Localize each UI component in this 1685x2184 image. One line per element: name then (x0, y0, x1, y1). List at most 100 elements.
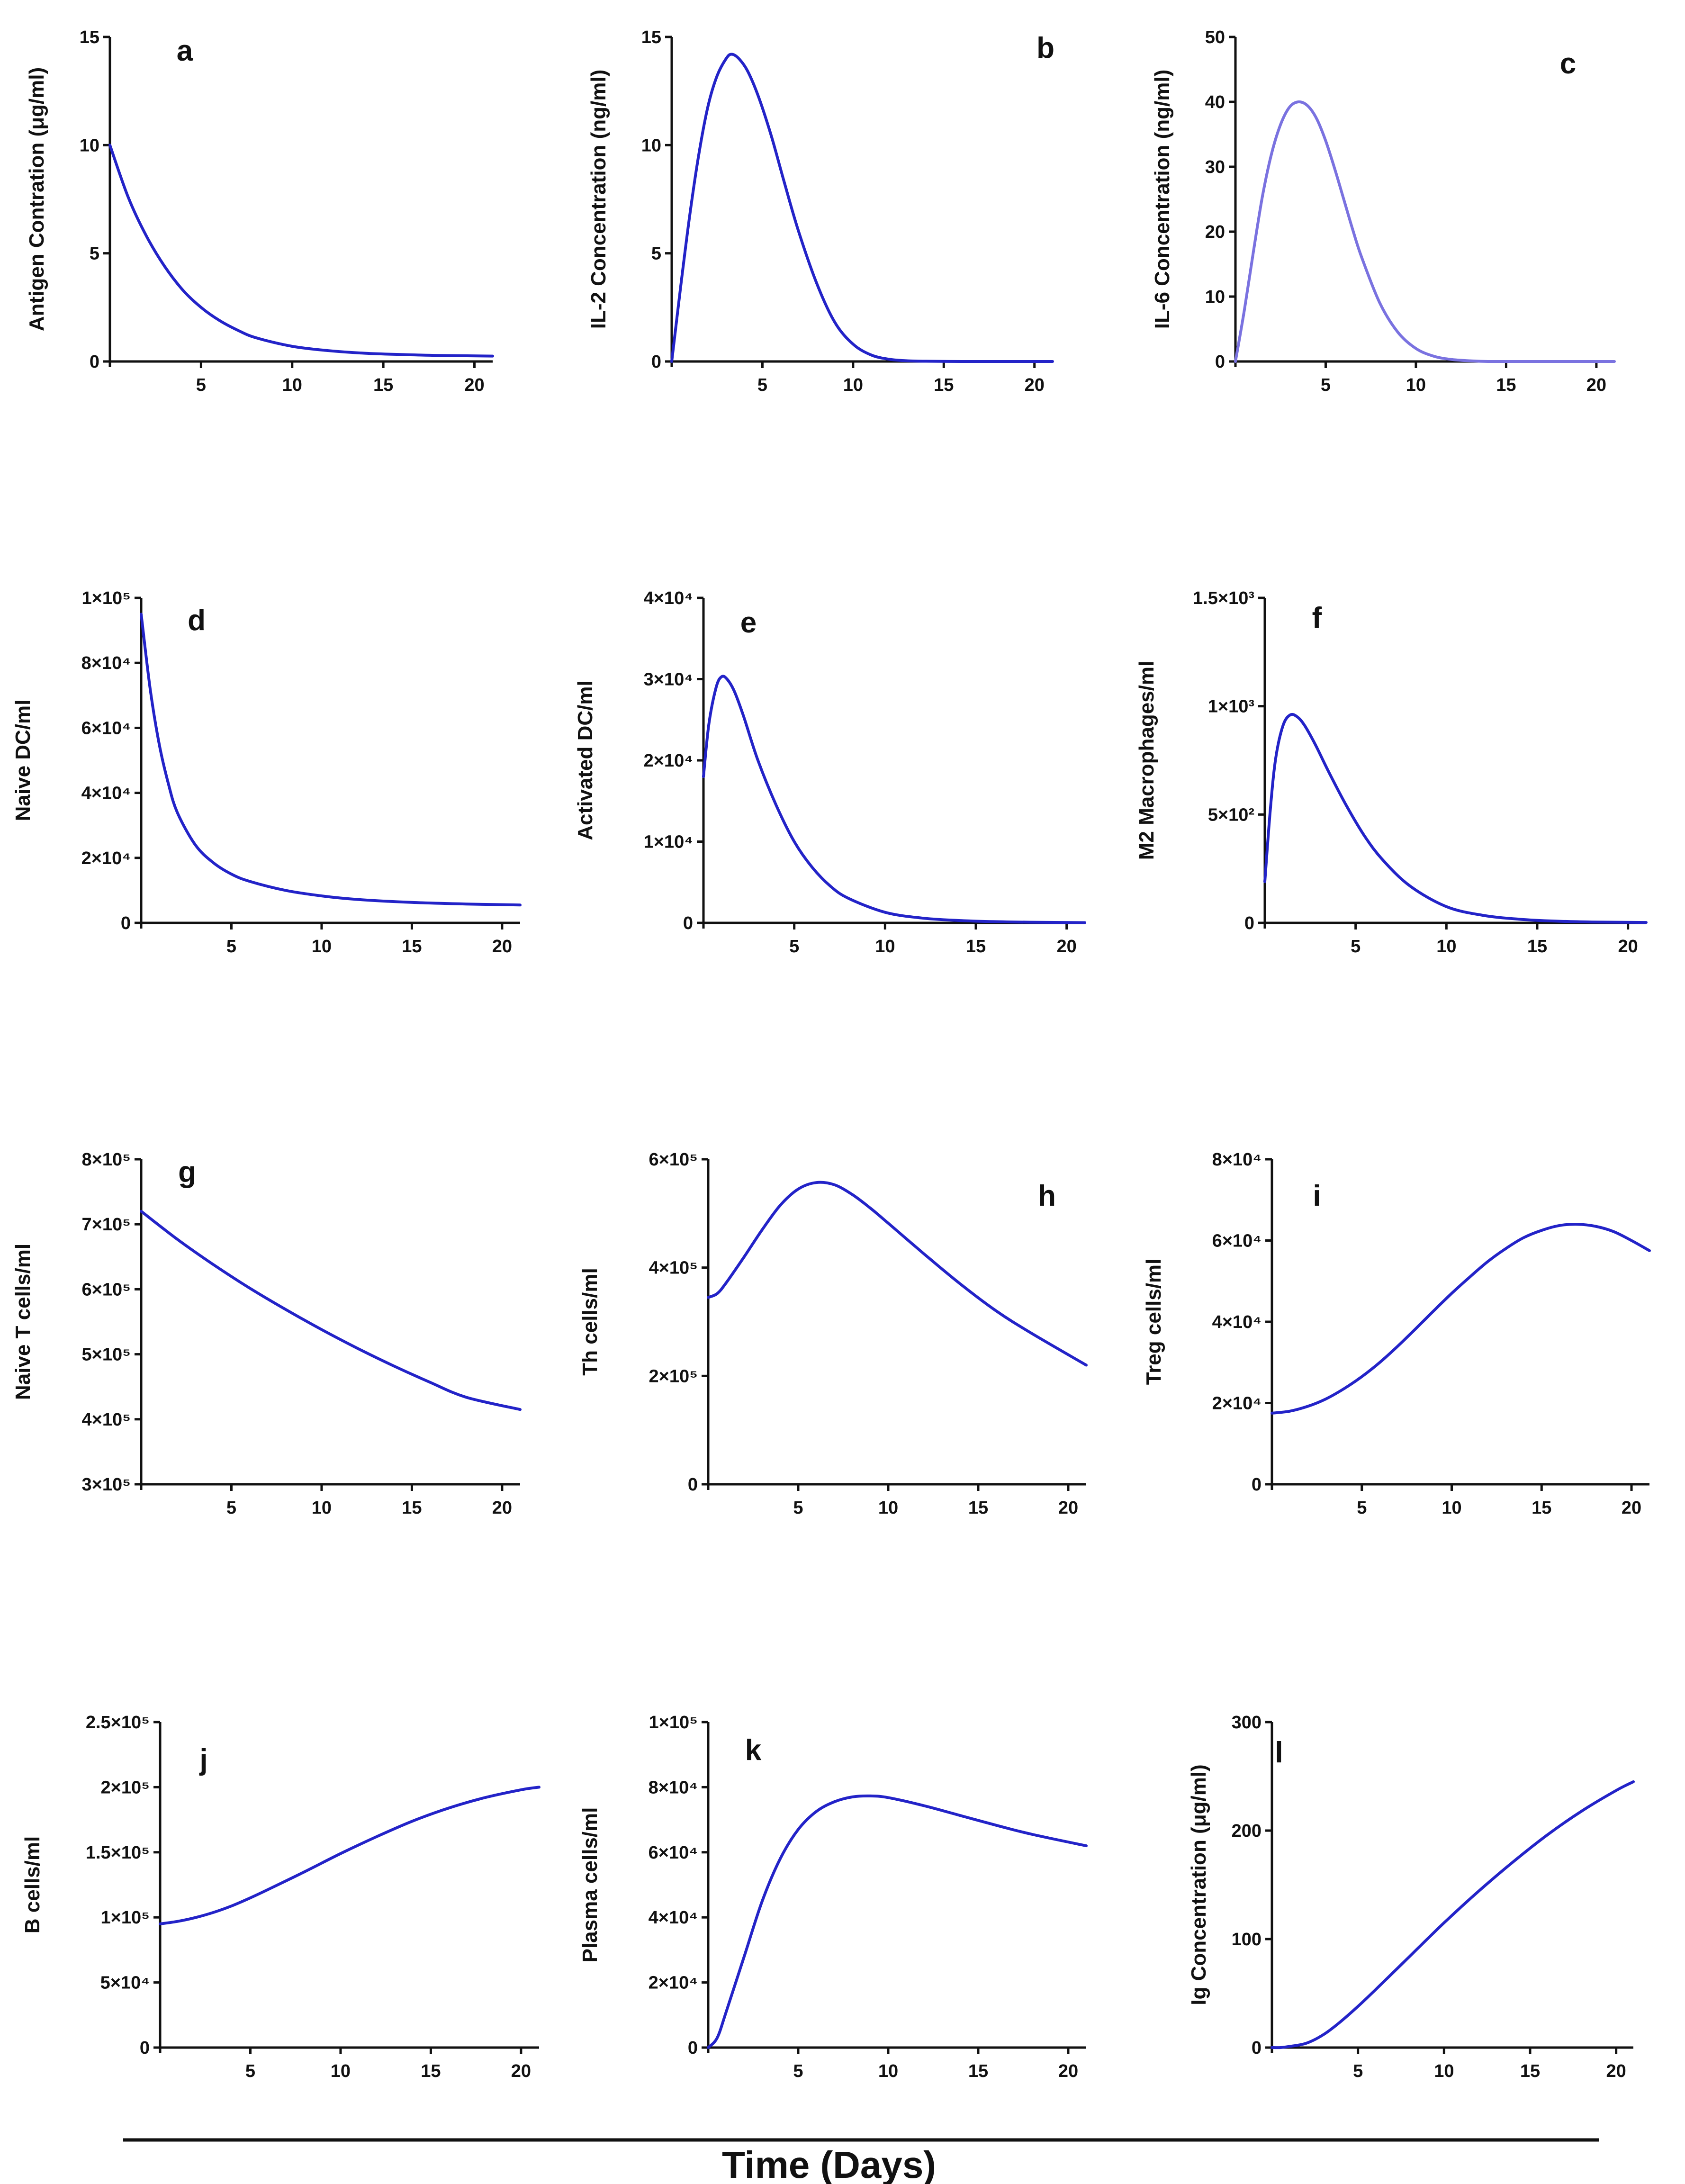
x-tick-label: 20 (1025, 375, 1045, 395)
series-line-g (140, 1209, 522, 1411)
y-tick-label: 6×10⁵ (649, 1150, 698, 1170)
y-axis-label-l: Ig Concentration (μg/ml) (1187, 1764, 1210, 2005)
y-tick-label: 40 (1205, 92, 1225, 112)
chart-panel-k: 0 2×10⁴ 4×10⁴ 6×10⁴ 8×10⁴ 1×10⁵ 5 10 15 20 Plasma … (578, 1713, 1088, 2081)
y-axis-label-h: Th cells/ml (578, 1268, 602, 1375)
y-tick-label: 4×10⁴ (649, 1908, 698, 1928)
x-tick-label: 10 (878, 1498, 898, 1518)
x-tick-label: 10 (1434, 2061, 1454, 2081)
x-tick-label: 20 (1606, 2061, 1626, 2081)
y-tick-label: 0 (90, 352, 99, 372)
panel-label-d: d (188, 604, 206, 637)
y-tick-label: 1.5×10⁵ (86, 1843, 150, 1863)
x-tick-label: 20 (464, 375, 484, 395)
y-tick-label: 0 (121, 913, 131, 933)
y-axis-label-f: M2 Macrophages/ml (1135, 661, 1158, 860)
x-tick-label: 20 (1057, 937, 1077, 957)
y-tick-label: 0 (651, 352, 661, 372)
x-tick-label: 10 (312, 937, 332, 957)
y-tick-label: 8×10⁴ (1212, 1150, 1261, 1170)
y-tick-label: 0 (1215, 352, 1225, 372)
y-tick-label: 2×10⁴ (1212, 1394, 1261, 1414)
chart-panel-c: 0 10 20 30 40 50 5 10 15 20 IL-6 Concentration (ng… (1151, 27, 1616, 395)
y-axis-label-g: Naive T cells/ml (11, 1244, 35, 1400)
panel-label-a: a (177, 35, 193, 67)
y-tick-label: 2×10⁴ (81, 848, 131, 868)
panel-label-j: j (199, 1743, 207, 1776)
x-tick-label: 5 (196, 375, 206, 395)
chart-panel-j: 0 5×10⁴ 1×10⁵ 1.5×10⁵ 2×10⁵ 2.5×10⁵ 5 10 15 20 B c… (21, 1713, 541, 2081)
series-line-b (670, 53, 1054, 363)
chart-panel-i: 0 2×10⁴ 4×10⁴ 6×10⁴ 8×10⁴ 5 10 15 20 Treg cells/m… (1142, 1150, 1651, 1518)
y-tick-label: 2×10⁴ (649, 1973, 698, 1993)
x-tick-label: 5 (1321, 375, 1331, 395)
y-tick-label: 5 (90, 244, 99, 264)
y-axis-label-a: Antigen Contration (μg/ml) (25, 67, 48, 331)
x-tick-label: 10 (1406, 375, 1426, 395)
y-tick-label: 30 (1205, 157, 1225, 177)
y-tick-label: 5×10² (1208, 805, 1254, 825)
x-tick-label: 5 (789, 937, 799, 957)
y-tick-label: 0 (140, 2038, 150, 2058)
x-tick-label: 15 (402, 1498, 422, 1518)
panel-label-l: l (1275, 1736, 1283, 1769)
x-tick-label: 15 (1532, 1498, 1551, 1518)
series-line-d (140, 613, 522, 907)
panel-label-b: b (1036, 32, 1054, 64)
x-tick-label: 20 (1622, 1498, 1641, 1518)
y-tick-label: 5×10⁴ (100, 1973, 150, 1993)
chart-panel-d: 0 2×10⁴ 4×10⁴ 6×10⁴ 8×10⁴ 1×10⁵ 5 10 15 20 Naive D… (11, 588, 522, 957)
y-tick-label: 1.5×10³ (1193, 588, 1254, 608)
series-line-c (1234, 100, 1616, 363)
y-tick-label: 1×10³ (1208, 697, 1254, 717)
series-line-e (702, 675, 1086, 924)
x-tick-label: 10 (1442, 1498, 1461, 1518)
chart-panel-l: 0 100 200 300 5 10 15 20 Ig Concentration (μg/ml… (1187, 1713, 1635, 2081)
y-tick-label: 8×10⁴ (81, 653, 131, 673)
y-tick-label: 0 (683, 913, 693, 933)
x-tick-label: 15 (934, 375, 954, 395)
x-tick-label: 20 (1058, 1498, 1078, 1518)
x-tick-label: 20 (1618, 937, 1638, 957)
x-tick-label: 20 (1586, 375, 1606, 395)
y-tick-label: 10 (641, 135, 661, 155)
y-tick-label: 1×10⁴ (644, 832, 693, 852)
y-tick-label: 3×10⁵ (82, 1475, 131, 1495)
y-axis-label-d: Naive DC/ml (11, 700, 35, 821)
series-line-h (707, 1181, 1088, 1367)
x-tick-label: 10 (331, 2061, 351, 2081)
panel-label-k: k (745, 1734, 762, 1767)
y-tick-label: 0 (1244, 913, 1254, 933)
y-tick-label: 200 (1232, 1821, 1261, 1841)
x-tick-label: 10 (875, 937, 895, 957)
x-tick-label: 20 (492, 937, 512, 957)
panel-label-c: c (1560, 47, 1576, 80)
x-tick-label: 20 (1058, 2061, 1078, 2081)
y-axis-label-e: Activated DC/ml (574, 680, 597, 840)
x-axis-title: Time (Days) (722, 2144, 936, 2184)
x-tick-label: 15 (1520, 2061, 1540, 2081)
y-tick-label: 300 (1232, 1713, 1261, 1733)
y-axis-label-b: IL-2 Concentration (ng/ml) (587, 70, 610, 329)
y-axis-label-i: Treg cells/ml (1142, 1259, 1165, 1385)
y-tick-label: 0 (688, 2038, 698, 2058)
chart-panel-g: 3×10⁵ 4×10⁵ 5×10⁵ 6×10⁵ 7×10⁵ 8×10⁵ 5 10 15 20 Nai… (11, 1150, 522, 1518)
x-tick-label: 5 (245, 2061, 255, 2081)
chart-panel-f: 0 5×10² 1×10³ 1.5×10³ 5 10 15 20 M2 Macrophages/… (1135, 588, 1648, 957)
y-tick-label: 10 (1205, 287, 1225, 307)
y-tick-label: 20 (1205, 222, 1225, 242)
x-tick-label: 5 (226, 1498, 236, 1518)
y-tick-label: 6×10⁴ (1212, 1231, 1261, 1251)
y-tick-label: 4×10⁴ (81, 784, 131, 803)
x-tick-label: 5 (793, 1498, 803, 1518)
x-tick-label: 10 (282, 375, 302, 395)
y-tick-label: 1×10⁵ (82, 588, 131, 608)
x-tick-label: 15 (402, 937, 422, 957)
series-line-k (707, 1794, 1088, 2049)
panel-label-e: e (740, 606, 757, 639)
y-tick-label: 50 (1205, 27, 1225, 47)
y-tick-label: 4×10⁵ (649, 1258, 698, 1278)
y-tick-label: 4×10⁴ (1212, 1312, 1261, 1332)
x-tick-label: 15 (966, 937, 986, 957)
